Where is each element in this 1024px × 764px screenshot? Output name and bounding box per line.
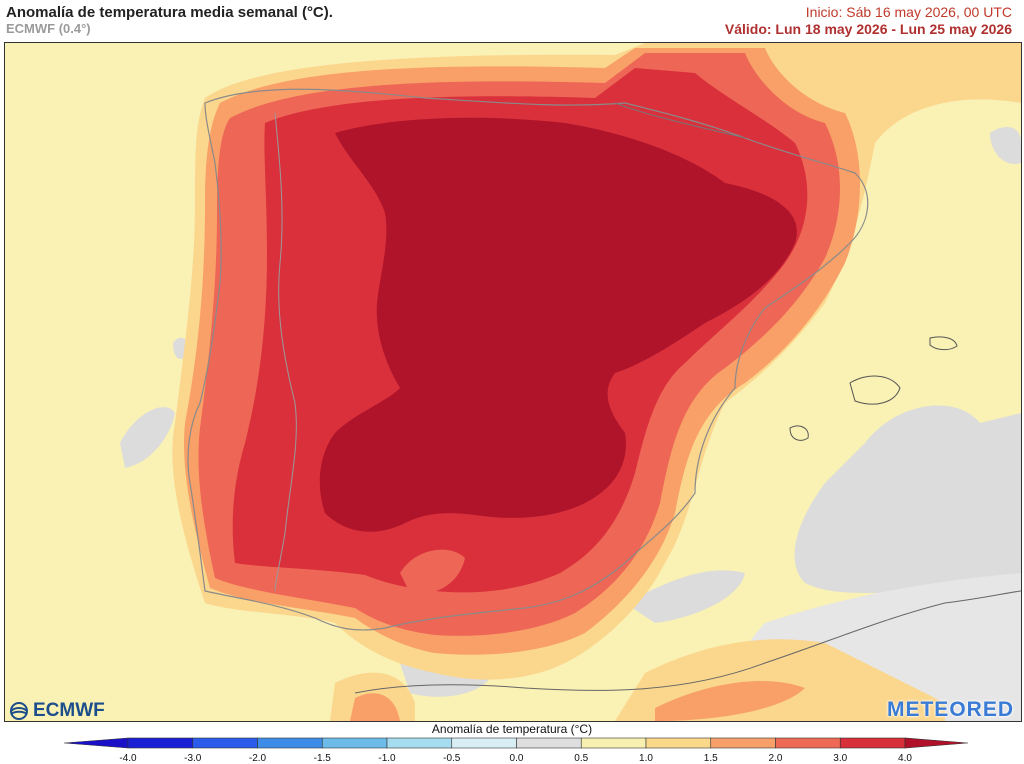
legend-tick-label: 3.0 (833, 753, 847, 764)
map-title: Anomalía de temperatura media semanal (°… (6, 4, 333, 21)
anomaly-2-0-southeast-spot (400, 549, 465, 594)
neutral-patch-east (625, 570, 745, 623)
anomaly-1-5-north-africa (655, 680, 805, 721)
neutral-patch-atlantic (120, 407, 175, 468)
legend-tick-label: -1.5 (314, 753, 332, 764)
legend-tick-label: -3.0 (184, 753, 202, 764)
legend-arrow-high (904, 737, 969, 749)
coastline-balearics-ibiza (789, 425, 809, 441)
legend-tick-label: 0.0 (510, 753, 524, 764)
header-left: Anomalía de temperatura media semanal (°… (6, 4, 333, 37)
legend-swatch (775, 737, 841, 749)
legend-swatches (63, 737, 969, 749)
legend-swatch (257, 737, 323, 749)
neutral-patch-balearic (794, 405, 1021, 603)
init-time: Inicio: Sáb 16 may 2026, 00 UTC (805, 4, 1012, 20)
legend-title: Anomalía de temperatura (°C) (431, 722, 593, 736)
legend-tick-label: -0.5 (443, 753, 461, 764)
anomaly-4-0 (319, 117, 797, 532)
coastline-balearics-menorca (929, 336, 958, 351)
coastline-north-africa (354, 590, 1021, 694)
ecmwf-logo-text: ECMWF (33, 700, 105, 721)
legend-ticks: -4.0 -3.0 -2.0 -1.5 -1.0 -0.5 0.0 0.5 1.0 1.5 2.0 3… (119, 753, 912, 764)
ecmwf-logo: ECMWF (8, 700, 105, 722)
legend-colorbar: -4.0 -3.0 -2.0 -1.5 -1.0 -0.5 0.0 0.5 1.0 1.5 2.0 3… (63, 737, 969, 764)
legend-tick-label: -2.0 (249, 753, 267, 764)
legend-swatch (127, 737, 194, 749)
anomaly-map (4, 42, 1022, 722)
valid-range: Válido: Lun 18 may 2026 - Lun 25 may 202… (724, 21, 1012, 37)
legend-tick-label: 2.0 (769, 753, 783, 764)
legend-tick-label: 0.5 (574, 753, 588, 764)
legend-swatch (580, 737, 647, 749)
border-portugal (274, 112, 297, 592)
header-right: Inicio: Sáb 16 may 2026, 00 UTC Válido: … (725, 4, 1012, 38)
map-canvas (5, 43, 1021, 721)
legend-swatch (386, 737, 453, 749)
anomaly-1-5-morocco (350, 693, 400, 721)
border-france (614, 102, 746, 139)
legend-swatch (839, 737, 906, 749)
legend-swatch (645, 737, 712, 749)
ecmwf-logo-icon (10, 702, 28, 720)
model-subtitle: ECMWF (0.4°) (6, 21, 91, 36)
legend-tick-label: 4.0 (898, 753, 912, 764)
legend-tick-label: 1.0 (639, 753, 653, 764)
coastline-iberia (187, 88, 869, 631)
coastline-balearics-mallorca (849, 375, 901, 405)
meteored-logo: METEORED (886, 698, 1014, 721)
legend-tick-label: 1.5 (704, 753, 718, 764)
legend-swatch (451, 737, 517, 749)
legend-tick-label: -1.0 (378, 753, 396, 764)
legend-tick-label: -4.0 (119, 753, 137, 764)
legend-swatch (321, 737, 388, 749)
legend-swatch (516, 737, 582, 749)
legend-swatch (192, 737, 258, 749)
legend-swatch (710, 737, 776, 749)
legend-arrow-low (63, 737, 129, 749)
neutral-patch-biscay (990, 127, 1021, 164)
